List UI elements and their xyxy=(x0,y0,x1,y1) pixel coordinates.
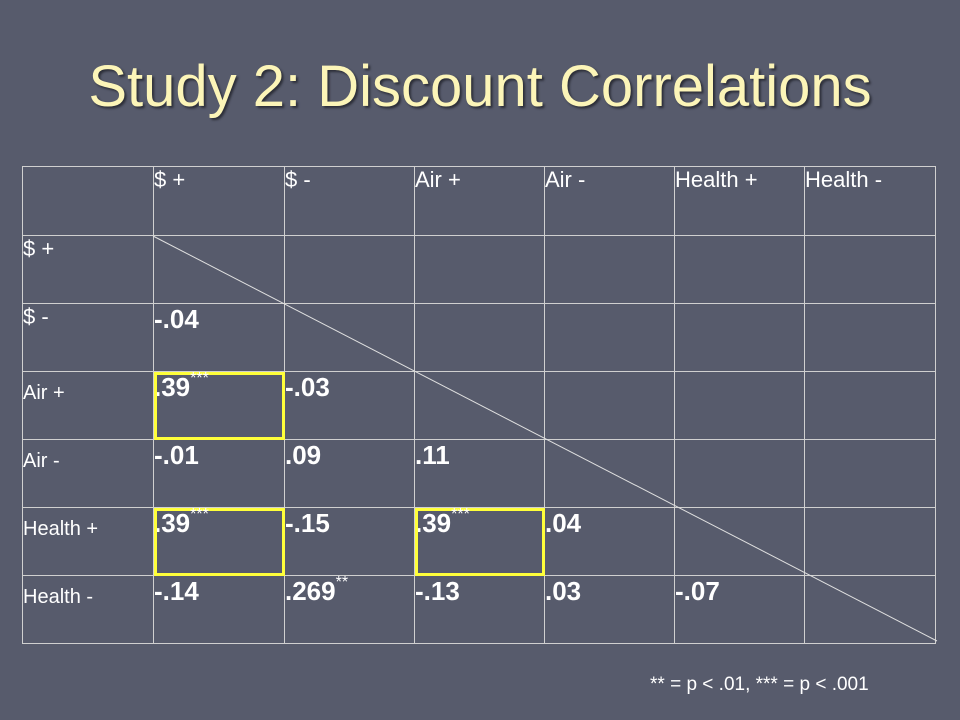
correlation-cell xyxy=(544,303,675,372)
correlation-cell: -.15 xyxy=(284,507,415,576)
table-row: Health - -.14.269** -.13.03 -.07 xyxy=(22,574,936,644)
correlation-value: .09 xyxy=(285,440,322,470)
correlation-cell: .39*** xyxy=(414,506,545,576)
correlation-cell xyxy=(284,303,415,372)
correlation-value: .03 xyxy=(545,576,582,606)
correlation-cell xyxy=(284,235,415,304)
row-header: $ - xyxy=(22,303,154,372)
header-row: $ + $ - Air + Air - Health + Health - xyxy=(22,166,936,236)
column-header: Health + xyxy=(674,166,805,236)
correlation-cell xyxy=(804,303,936,372)
correlation-cell xyxy=(544,235,675,304)
correlation-value: -.14 xyxy=(154,576,199,606)
corner-cell xyxy=(22,166,154,236)
correlation-cell xyxy=(804,507,936,576)
correlation-value: -.03 xyxy=(285,372,330,402)
correlation-cell xyxy=(544,439,675,508)
row-header: $ + xyxy=(22,235,154,304)
correlation-cell xyxy=(674,303,805,372)
correlation-cell xyxy=(674,235,805,304)
correlation-cell: .39*** xyxy=(153,370,285,440)
significance-stars: ** xyxy=(335,574,349,591)
correlation-cell xyxy=(414,371,545,440)
column-header: $ + xyxy=(153,166,285,236)
significance-stars: *** xyxy=(190,370,209,387)
slide-title: Study 2: Discount Correlations xyxy=(88,54,872,119)
correlation-cell xyxy=(153,235,285,304)
row-header: Health + xyxy=(22,507,154,576)
correlation-value: .04 xyxy=(545,508,582,538)
correlation-cell: .09 xyxy=(284,439,415,508)
table-row: $ + xyxy=(22,235,936,304)
correlation-value: .39 xyxy=(154,508,191,538)
significance-stars: *** xyxy=(451,506,470,523)
correlation-cell: .11 xyxy=(414,439,545,508)
column-header: Health - xyxy=(804,166,936,236)
correlation-cell xyxy=(804,235,936,304)
correlation-value: -.04 xyxy=(154,304,199,334)
correlation-value: .39 xyxy=(154,372,191,402)
table-row: Health + .39*** -.15.39*** .04 xyxy=(22,506,936,576)
correlation-cell xyxy=(544,371,675,440)
correlation-cell xyxy=(674,371,805,440)
row-header: Air - xyxy=(22,439,154,508)
correlation-cell xyxy=(414,303,545,372)
column-header: Air - xyxy=(544,166,675,236)
correlation-cell: -.14 xyxy=(153,575,285,644)
correlation-cell: -.01 xyxy=(153,439,285,508)
correlation-cell: .39*** xyxy=(153,506,285,576)
correlation-cell: .03 xyxy=(544,575,675,644)
correlation-table: $ + $ - Air + Air - Health + Health - $ + $ - -.… xyxy=(22,166,936,644)
correlation-cell xyxy=(804,575,936,644)
correlation-value: .269 xyxy=(285,576,336,606)
table-row: Air + .39*** -.03 xyxy=(22,370,936,440)
column-header: $ - xyxy=(284,166,415,236)
table-row: $ - -.04 xyxy=(22,303,936,372)
correlation-value: .39 xyxy=(415,508,452,538)
correlation-value: -.13 xyxy=(415,576,460,606)
correlation-cell: .04 xyxy=(544,507,675,576)
correlation-value: -.01 xyxy=(154,440,199,470)
row-header: Health - xyxy=(22,575,154,644)
correlation-cell xyxy=(804,439,936,508)
correlation-cell xyxy=(674,439,805,508)
significance-footnote: ** = p < .01, *** = p < .001 xyxy=(650,674,869,695)
correlation-cell xyxy=(674,507,805,576)
correlation-value: -.15 xyxy=(285,508,330,538)
correlation-cell xyxy=(414,235,545,304)
table-row: Air - -.01 .09 .11 xyxy=(22,439,936,508)
row-header: Air + xyxy=(22,371,154,440)
correlation-value: .11 xyxy=(415,440,450,470)
correlation-value: -.07 xyxy=(675,576,720,606)
column-header: Air + xyxy=(414,166,545,236)
correlation-cell: -.04 xyxy=(153,303,285,372)
correlation-cell xyxy=(804,371,936,440)
correlation-cell: -.07 xyxy=(674,575,805,644)
significance-stars: *** xyxy=(190,506,209,523)
correlation-cell: -.03 xyxy=(284,371,415,440)
correlation-cell: -.13 xyxy=(414,575,545,644)
correlation-cell: .269** xyxy=(284,574,415,644)
